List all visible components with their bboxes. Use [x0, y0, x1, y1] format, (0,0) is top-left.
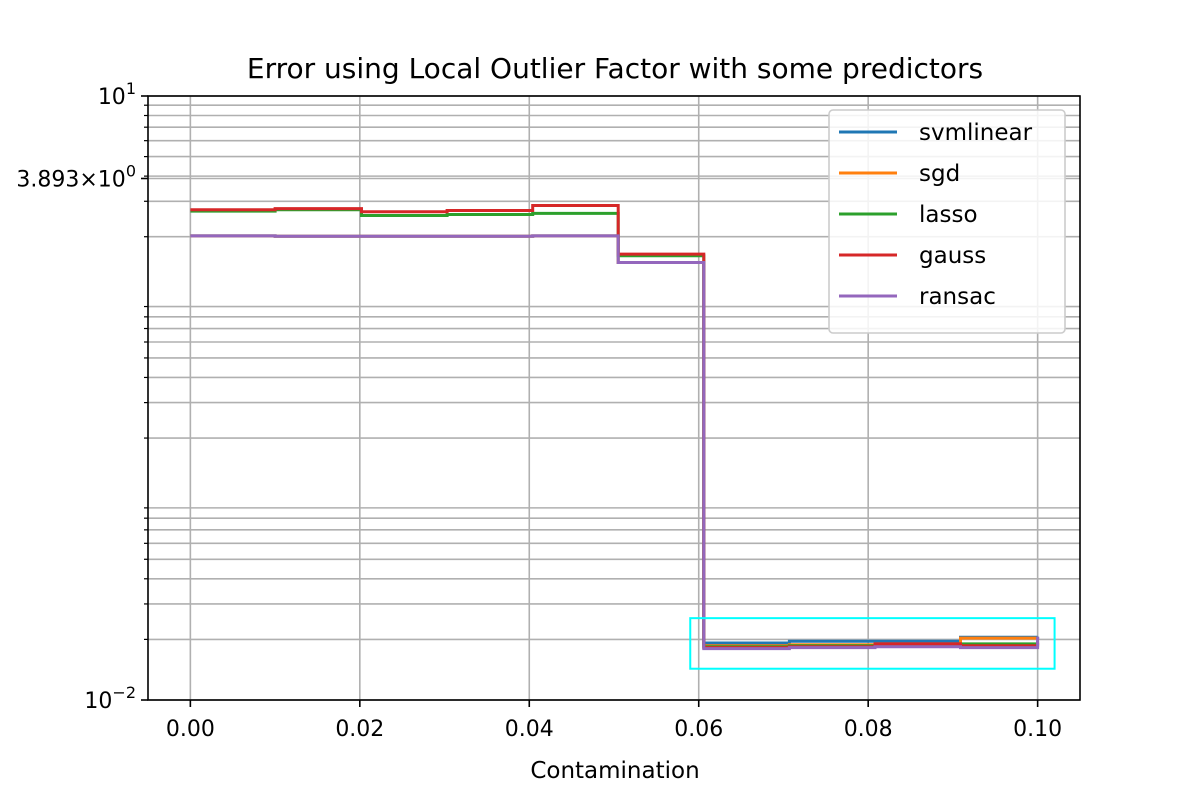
y-tick-labels: 10−2 3.893×100 101: [16, 79, 136, 714]
y-tick-label: 10−2: [84, 683, 136, 714]
y-tick-label: 3.893×100: [16, 161, 136, 192]
x-tick-label: 0.04: [505, 717, 554, 742]
x-tick-label: 0.06: [674, 717, 723, 742]
axis-ticks: [141, 95, 1039, 707]
legend-label-lasso: lasso: [919, 202, 978, 228]
x-axis-label: Contamination: [530, 758, 699, 784]
series-line-ransac: [190, 234, 1040, 651]
legend: svmlinear sgd lasso gauss ransac: [828, 109, 1066, 334]
plot-frame: [147, 95, 1081, 701]
legend-label-ransac: ransac: [919, 284, 996, 310]
x-tick-label: 0.10: [1013, 717, 1062, 742]
x-tick-label: 0.02: [335, 717, 384, 742]
series-lines: [190, 204, 1040, 651]
chart-title: Error using Local Outlier Factor with so…: [247, 52, 983, 85]
y-tick-label: 101: [98, 79, 136, 110]
legend-frame: [828, 109, 1066, 334]
legend-label-sgd: sgd: [919, 161, 960, 187]
x-tick-label: 0.00: [166, 717, 215, 742]
x-tick-label: 0.08: [844, 717, 893, 742]
highlight-box: [689, 617, 1056, 670]
x-tick-labels: 0.00 0.02 0.04 0.06 0.08 0.10: [166, 717, 1062, 742]
legend-label-gauss: gauss: [919, 243, 986, 269]
legend-label-svmlinear: svmlinear: [919, 120, 1033, 146]
